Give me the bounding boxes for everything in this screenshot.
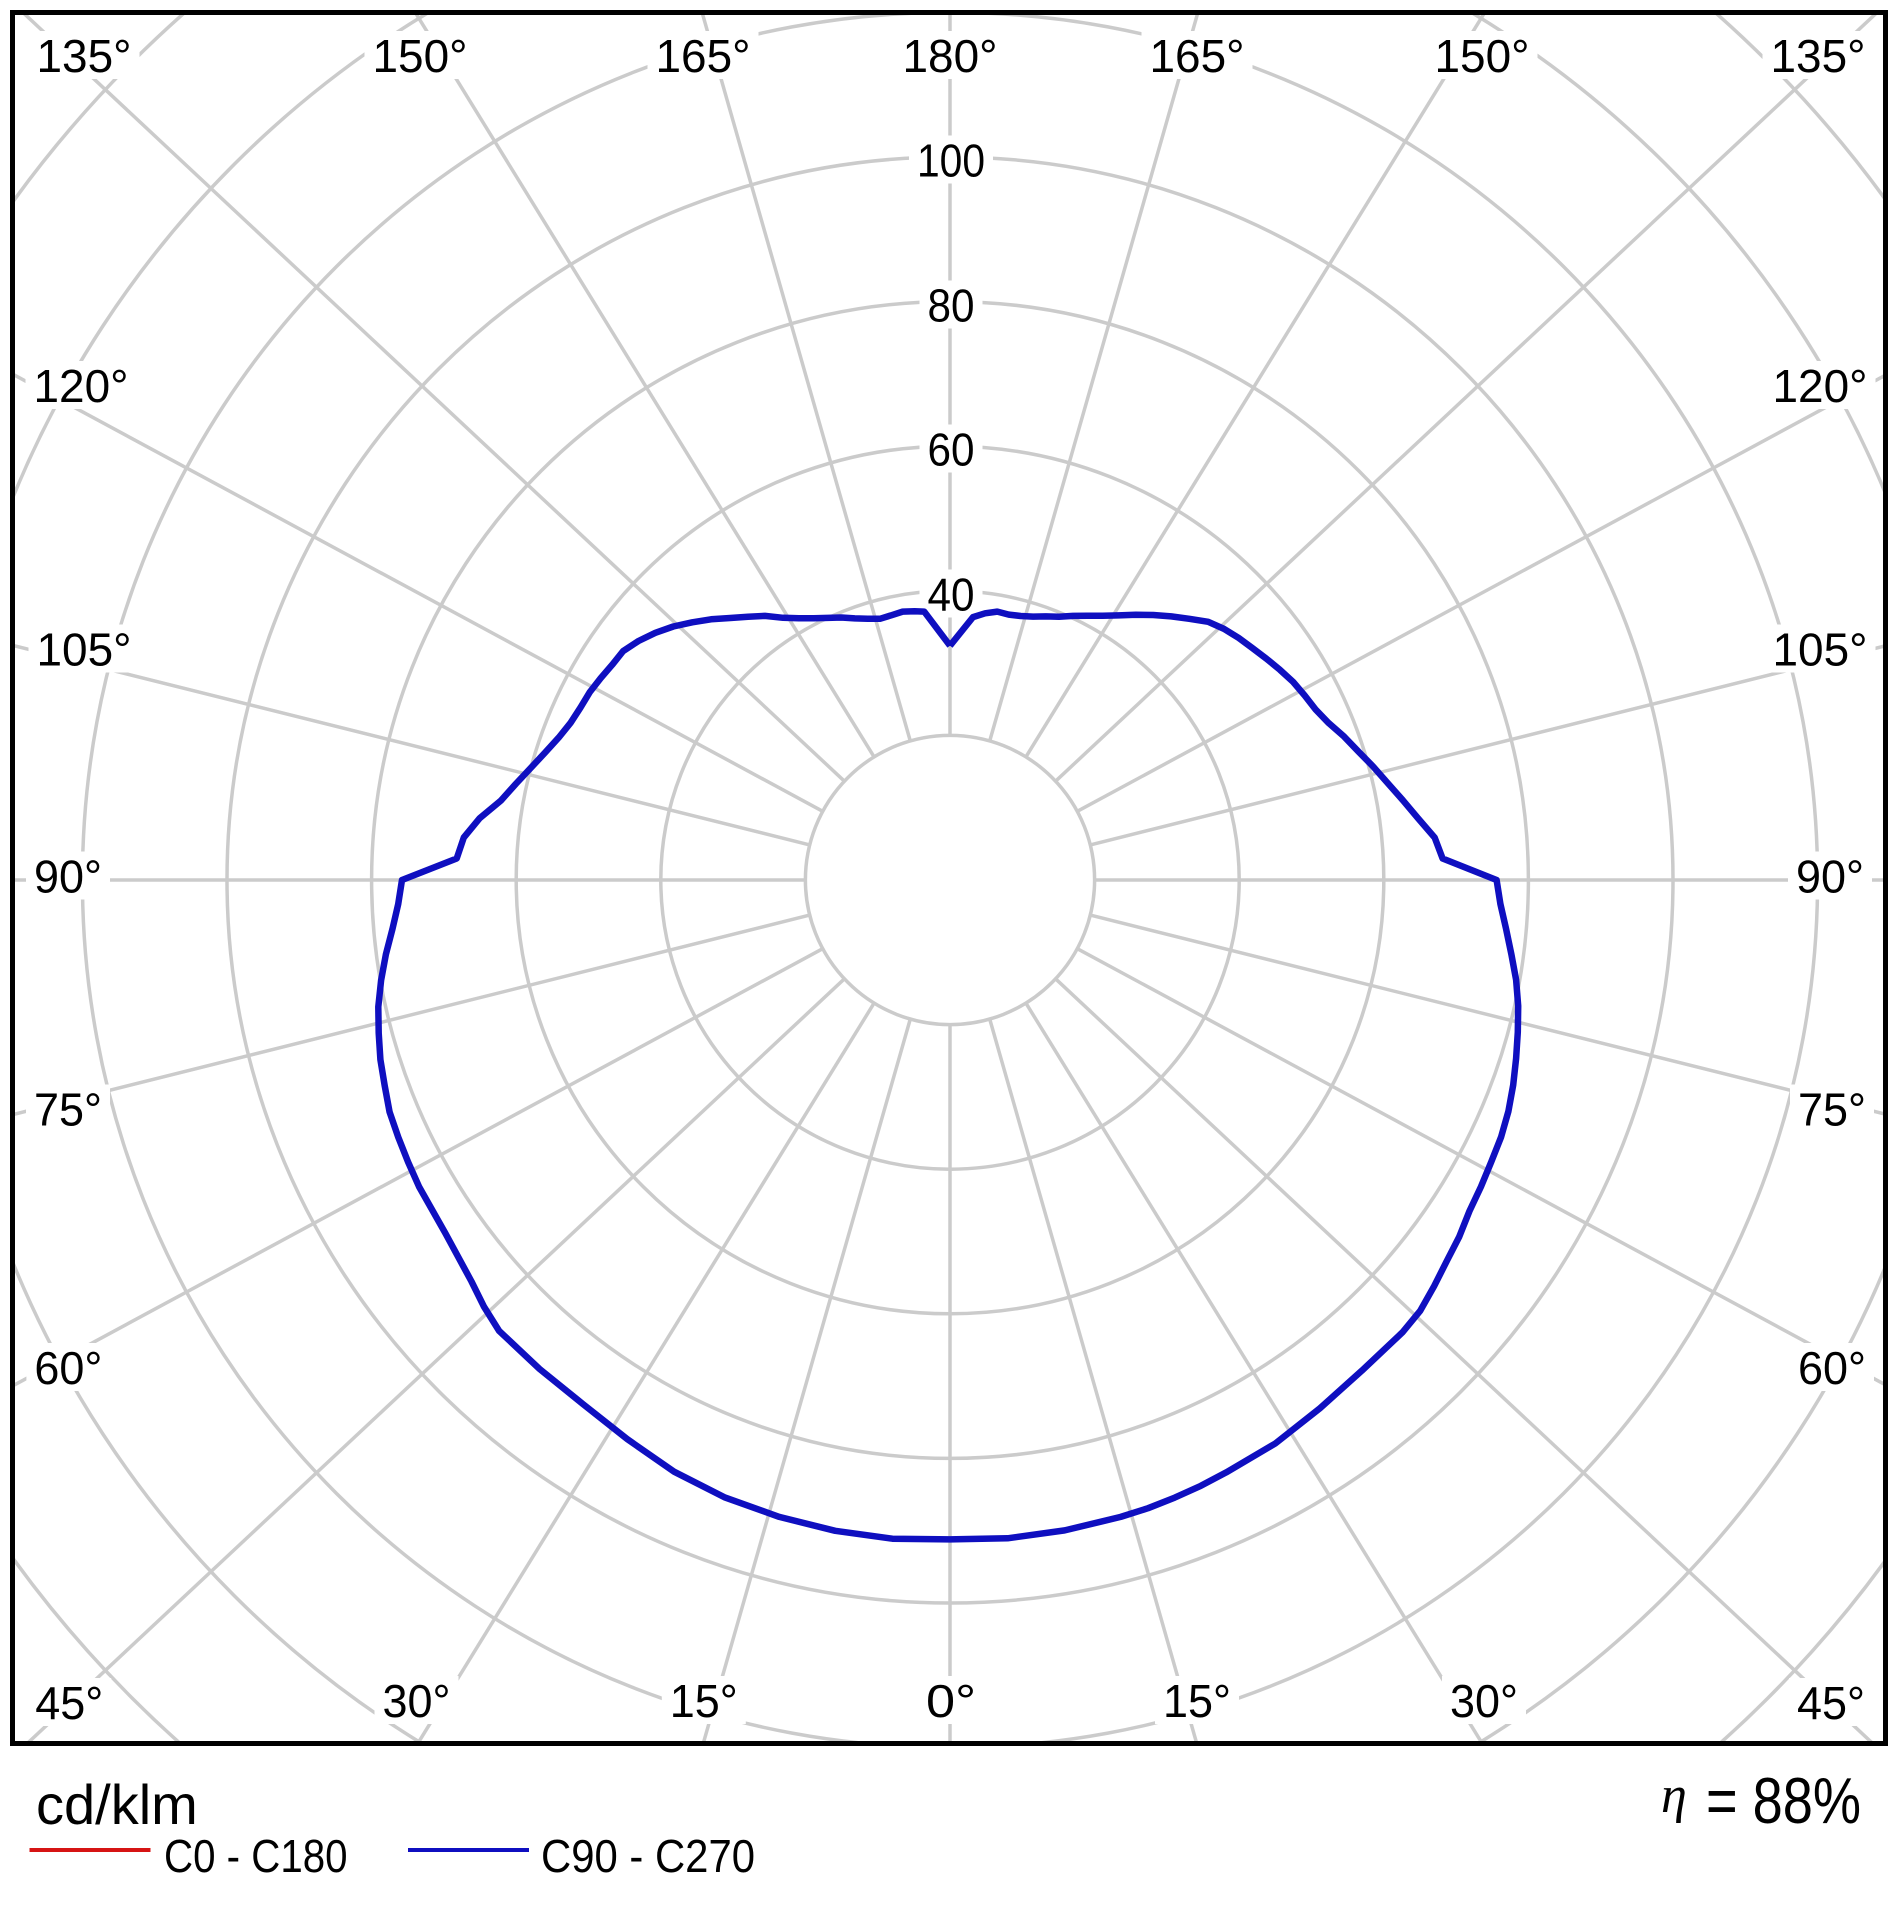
svg-text:75°: 75°: [1798, 1084, 1866, 1136]
svg-text:60°: 60°: [34, 1342, 102, 1394]
svg-text:120°: 120°: [1773, 360, 1868, 412]
svg-text:cd/klm: cd/klm: [36, 1773, 198, 1836]
svg-text:0°: 0°: [926, 1675, 976, 1727]
svg-text:165°: 165°: [656, 30, 751, 82]
svg-text:15°: 15°: [1163, 1675, 1231, 1727]
svg-text:90°: 90°: [34, 851, 102, 903]
svg-text:105°: 105°: [37, 624, 132, 676]
svg-text:15°: 15°: [670, 1675, 738, 1727]
svg-text:60: 60: [928, 424, 975, 476]
svg-text:= 88%: = 88%: [1706, 1764, 1861, 1837]
svg-text:150°: 150°: [373, 30, 468, 82]
svg-text:80: 80: [928, 280, 975, 332]
svg-text:75°: 75°: [34, 1084, 102, 1136]
svg-text:60°: 60°: [1798, 1342, 1866, 1394]
svg-text:C90 - C270: C90 - C270: [541, 1830, 755, 1882]
svg-text:30°: 30°: [1450, 1675, 1518, 1727]
svg-text:165°: 165°: [1150, 30, 1245, 82]
svg-text:135°: 135°: [37, 30, 132, 82]
svg-text:40: 40: [928, 569, 975, 621]
svg-text:90°: 90°: [1796, 851, 1864, 903]
svg-text:135°: 135°: [1771, 30, 1866, 82]
svg-text:100: 100: [917, 135, 985, 187]
svg-text:180°: 180°: [903, 30, 998, 82]
svg-text:45°: 45°: [1797, 1677, 1865, 1729]
svg-text:30°: 30°: [383, 1675, 451, 1727]
svg-text:C0 - C180: C0 - C180: [164, 1830, 348, 1882]
svg-text:45°: 45°: [35, 1677, 103, 1729]
svg-text:150°: 150°: [1435, 30, 1530, 82]
svg-text:η: η: [1661, 1767, 1687, 1824]
svg-text:120°: 120°: [34, 360, 129, 412]
svg-text:105°: 105°: [1773, 624, 1868, 676]
